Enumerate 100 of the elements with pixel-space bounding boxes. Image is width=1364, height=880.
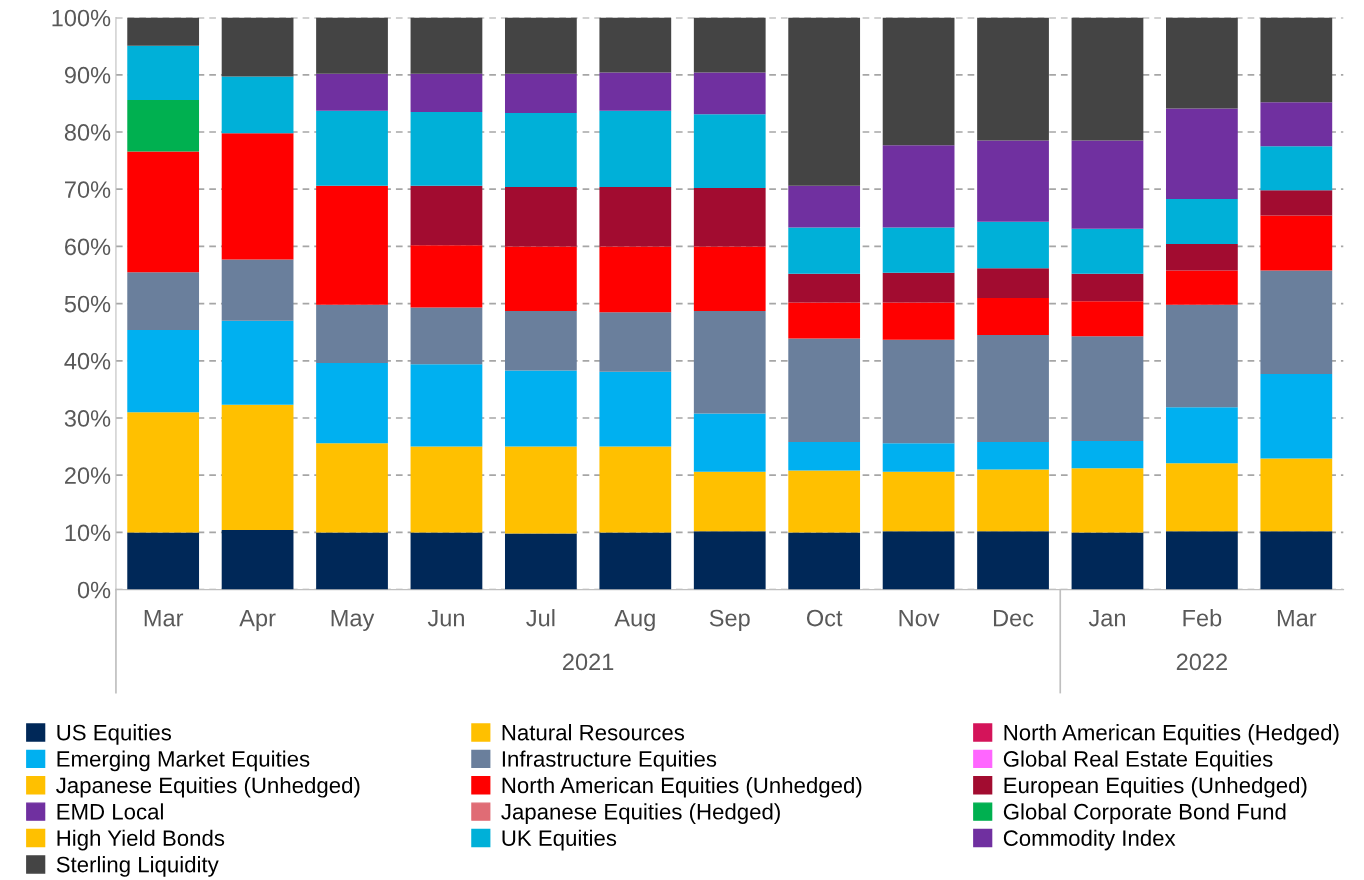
bar (1166, 407, 1238, 464)
bar (316, 17, 388, 74)
bar (410, 532, 483, 590)
bar (693, 188, 766, 247)
bar (882, 17, 955, 146)
bar (1166, 244, 1238, 271)
bar (1166, 108, 1238, 199)
y-tick-label: 70% (65, 181, 111, 198)
legend-label: EMD Local (57, 803, 163, 820)
bar (410, 17, 483, 74)
bar (127, 151, 200, 273)
bar (788, 227, 861, 274)
bar (977, 442, 1049, 470)
bar (1260, 270, 1333, 374)
legend-label: UK Equities (502, 829, 617, 851)
bar (316, 363, 388, 444)
bar (977, 268, 1049, 298)
legend-label: European Equities (Unhedged) (1004, 776, 1307, 798)
y-tick-label: 20% (65, 467, 111, 484)
bar (693, 471, 766, 532)
bar (221, 320, 294, 405)
bar (599, 532, 672, 590)
legend-label: Global Real Estate Equities (1003, 750, 1273, 772)
bar (221, 259, 294, 321)
bar (221, 133, 294, 260)
bar (1260, 373, 1333, 459)
x-tick-label: Mar (1277, 609, 1317, 627)
bar (599, 371, 672, 447)
bar (882, 145, 955, 228)
x-tick-label: Mar (144, 609, 184, 627)
legend-label: High Yield Bonds (57, 829, 225, 851)
bar (1166, 270, 1238, 305)
bar (693, 413, 766, 472)
bar (1071, 336, 1144, 441)
bar (504, 186, 577, 247)
bar (599, 312, 672, 372)
bar (410, 364, 483, 447)
x-tick-label: Sep (709, 609, 750, 632)
bar (127, 329, 200, 413)
bar (410, 307, 483, 365)
bar (977, 469, 1049, 532)
bar (977, 17, 1049, 141)
bar (788, 470, 861, 533)
bar (127, 17, 200, 46)
x-tick-label: Aug (614, 609, 655, 632)
bar (882, 227, 955, 273)
legend-label: Emerging Market Equities (57, 750, 310, 772)
bar (788, 273, 861, 303)
bar (1166, 304, 1238, 408)
bar (410, 185, 483, 246)
bar (599, 72, 672, 111)
bar (504, 246, 577, 312)
bar (693, 17, 766, 73)
bar (1166, 463, 1238, 532)
bar (1166, 17, 1238, 109)
bar (599, 17, 672, 73)
bar (1166, 198, 1238, 245)
y-tick-label: 50% (64, 295, 111, 313)
legend-label: Sterling Liquidity (56, 856, 219, 877)
y-tick-label: 90% (64, 66, 111, 84)
legend-label: North American Equities (Hedged) (1004, 724, 1339, 745)
x-tick-label: Feb (1183, 609, 1222, 627)
bar (410, 73, 483, 112)
bar (504, 311, 577, 371)
bar (1260, 458, 1333, 532)
bar (1071, 301, 1144, 337)
bar (1071, 273, 1144, 302)
bar (1166, 531, 1238, 590)
bar (504, 533, 577, 590)
bar (977, 297, 1049, 336)
bar (316, 73, 388, 111)
bar (1260, 190, 1333, 216)
y-tick-label: 60% (65, 238, 111, 256)
bar (788, 17, 861, 186)
bar (504, 446, 577, 534)
bar (882, 272, 955, 303)
legend-label: North American Equities (Unhedged) (502, 776, 862, 798)
y-tick-label: 30% (64, 410, 111, 427)
bar (410, 111, 483, 186)
bar (221, 76, 294, 134)
bar (1071, 468, 1144, 533)
legend-label: Global Corporate Bond Fund (1003, 803, 1286, 824)
bar (504, 17, 577, 74)
bar (693, 311, 766, 414)
bar (882, 531, 955, 590)
bar (599, 186, 672, 247)
bar (788, 442, 861, 471)
bar (977, 140, 1049, 222)
x-tick-label: Apr (239, 609, 276, 632)
text: 2021 (563, 653, 614, 671)
y-tick-label: 80% (64, 124, 111, 141)
bar (1260, 102, 1333, 147)
bar (693, 114, 766, 189)
x-tick-label: Jun (427, 609, 464, 627)
bar (127, 45, 200, 100)
bar (977, 221, 1049, 269)
x-tick-label: Oct (806, 609, 843, 627)
y-tick-label: 100% (52, 9, 111, 27)
bar (221, 404, 294, 531)
bar (1260, 146, 1333, 191)
